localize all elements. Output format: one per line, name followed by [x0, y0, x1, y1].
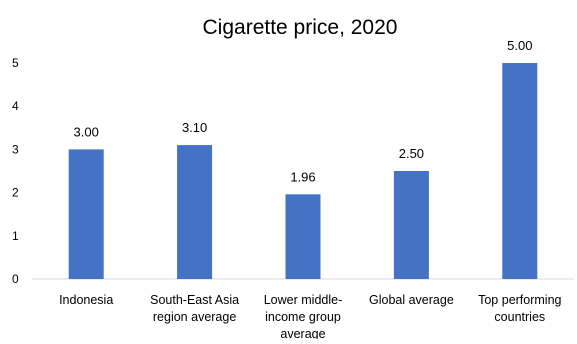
category-label: countries — [494, 310, 545, 324]
x-axis-labels: Indonesia South-East Asia region average Lo… — [59, 293, 561, 341]
category-label: average — [280, 327, 325, 339]
bar — [177, 145, 213, 279]
category-label: Top performing — [478, 293, 561, 307]
chart-title: Cigarette price, 2020 — [203, 16, 398, 39]
category-label: Global average — [369, 293, 454, 307]
bar — [68, 149, 104, 279]
category-label: Lower middle- — [264, 293, 343, 307]
value-labels-group: 3.00 3.10 1.96 2.50 5.00 — [74, 38, 533, 184]
data-label: 5.00 — [507, 38, 532, 53]
category-label: region average — [153, 310, 236, 324]
y-tick-label: 0 — [12, 272, 19, 286]
data-label: 3.10 — [182, 120, 207, 135]
bar — [393, 171, 429, 279]
data-label: 1.96 — [290, 169, 315, 184]
category-label: income group — [265, 310, 341, 324]
data-label: 2.50 — [399, 146, 424, 161]
category-label: Indonesia — [59, 293, 113, 307]
bar — [502, 63, 538, 279]
y-tick-label: 5 — [12, 56, 19, 70]
bar — [285, 194, 321, 279]
y-tick-label: 2 — [12, 186, 19, 200]
category-label: South-East Asia — [150, 293, 239, 307]
y-tick-label: 4 — [12, 99, 19, 113]
y-tick-label: 3 — [12, 142, 19, 156]
bars-group — [68, 63, 538, 279]
y-tick-label: 1 — [12, 229, 19, 243]
y-axis-ticks: 0 1 2 3 4 5 — [12, 56, 19, 286]
data-label: 3.00 — [74, 124, 99, 139]
